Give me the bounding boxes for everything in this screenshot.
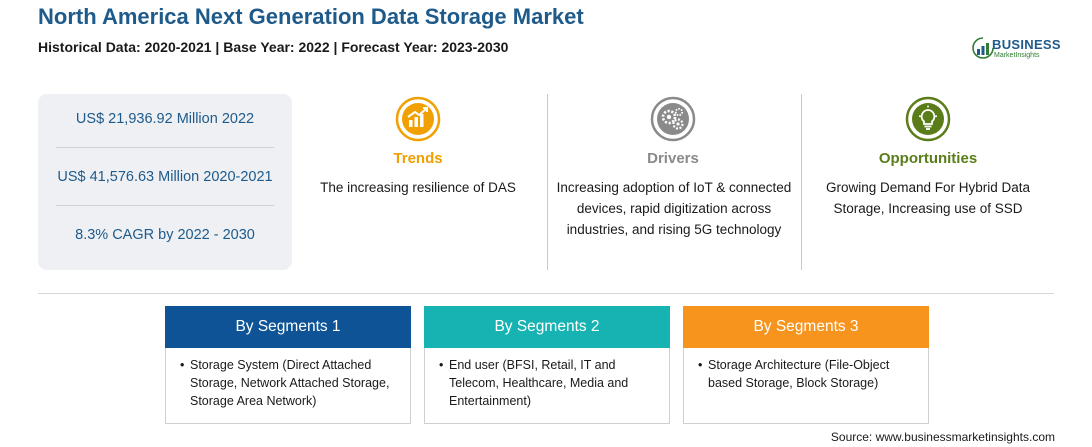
segment-card-3: By Segments 3 • Storage Architecture (Fi… — [683, 306, 929, 424]
drivers-text: Increasing adoption of IoT & connected d… — [556, 180, 792, 237]
page-subtitle: Historical Data: 2020-2021 | Base Year: … — [38, 39, 509, 55]
segment-1-item-text: Storage System (Direct Attached Storage,… — [190, 358, 390, 408]
segment-3-header: By Segments 3 — [683, 306, 929, 348]
logo-text-secondary: MarketInsights — [994, 52, 1040, 59]
source-credit: Source: www.businessmarketinsights.com — [830, 430, 1055, 444]
bullet-icon: • — [180, 358, 185, 372]
opportunities-title: Opportunities — [878, 150, 978, 167]
lightbulb-icon — [905, 96, 951, 142]
segment-3-item-text: Storage Architecture (File-Object based … — [708, 358, 890, 390]
segment-card-1: By Segments 1 • Storage System (Direct A… — [165, 306, 411, 424]
segment-2-item-text: End user (BFSI, Retail, IT and Telecom, … — [449, 358, 629, 408]
segment-2-header: By Segments 2 — [424, 306, 670, 348]
trend-chart-icon — [395, 96, 441, 142]
segment-2-item: • End user (BFSI, Retail, IT and Telecom… — [439, 356, 661, 410]
bullet-icon: • — [439, 358, 444, 372]
bar-chart-logo-icon — [972, 37, 994, 59]
logo-text-primary: BUSINESS — [992, 37, 1061, 52]
gears-icon — [650, 96, 696, 142]
stat-market-size-historical: US$ 41,576.63 Million 2020-2021 — [57, 169, 273, 185]
column-divider — [547, 94, 548, 270]
trends-text: The increasing resilience of DAS — [320, 180, 516, 195]
stats-panel: US$ 21,936.92 Million 2022 US$ 41,576.63… — [38, 94, 292, 270]
bullet-icon: • — [698, 358, 703, 372]
trends-title: Trends — [393, 150, 443, 167]
stat-divider — [56, 147, 274, 148]
stat-market-size-2022: US$ 21,936.92 Million 2022 — [75, 111, 255, 127]
opportunities-text: Growing Demand For Hybrid Data Storage, … — [825, 180, 1031, 216]
stat-cagr: 8.3% CAGR by 2022 - 2030 — [75, 227, 255, 243]
column-divider — [801, 94, 802, 270]
drivers-title: Drivers — [647, 150, 699, 167]
segment-card-2: By Segments 2 • End user (BFSI, Retail, … — [424, 306, 670, 424]
segment-3-item: • Storage Architecture (File-Object base… — [698, 356, 920, 392]
page-title: North America Next Generation Data Stora… — [38, 4, 584, 29]
business-market-insights-logo: BUSINESS MarketInsights — [972, 34, 1062, 64]
segment-1-header: By Segments 1 — [165, 306, 411, 348]
stat-divider — [56, 205, 274, 206]
section-divider — [38, 293, 1054, 294]
segment-1-item: • Storage System (Direct Attached Storag… — [180, 356, 402, 410]
